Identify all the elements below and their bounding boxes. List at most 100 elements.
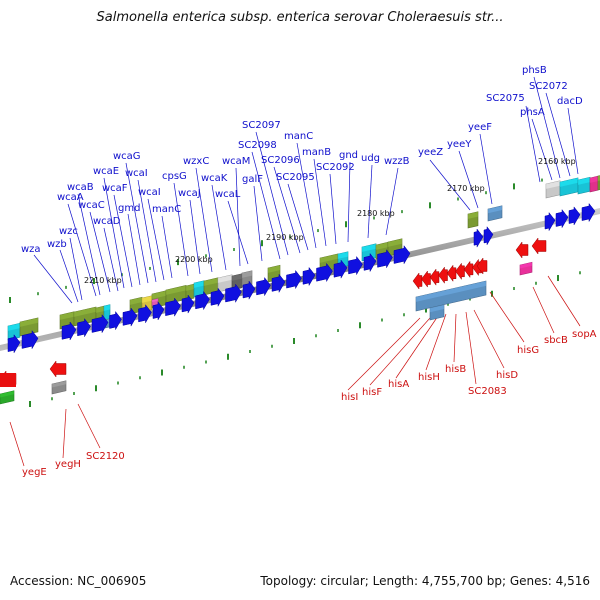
accession-text: Accession: NC_006905 [10, 574, 147, 588]
scale-label-2200: 2200 kbp [175, 255, 213, 264]
gene-label-wzzB[interactable]: wzzB [384, 156, 410, 167]
gene-label-wcaD[interactable]: wcaD [93, 216, 121, 227]
gene-label-SC2120[interactable]: SC2120 [86, 451, 125, 462]
gene-label-wcaI-1[interactable]: wcaI [125, 168, 148, 179]
cog-block-highlight [520, 262, 532, 269]
gene-label-hisF[interactable]: hisF [362, 387, 382, 398]
forward-label-line [59, 249, 79, 303]
forward-gene-arrow [152, 301, 165, 321]
scale-label-2170: 2170 kbp [447, 184, 485, 193]
gene-label-wzb[interactable]: wzb [47, 239, 67, 250]
gene-label-phsA[interactable]: phsA [520, 107, 545, 118]
gene-label-SC2096[interactable]: SC2096 [261, 155, 300, 166]
cog-block-highlight [204, 277, 218, 286]
gene-label-SC2097[interactable]: SC2097 [242, 120, 281, 131]
cog-block [487, 205, 503, 222]
gene-label-wcaI-2[interactable]: wcaI [138, 187, 161, 198]
gene-label-wcaK[interactable]: wcaK [201, 173, 228, 184]
gene-label-wcaJ[interactable]: wcaJ [178, 188, 201, 199]
gene-label-SC2095[interactable]: SC2095 [276, 172, 315, 183]
gene-label-hisG[interactable]: hisG [517, 345, 539, 356]
gene-label-manC-2[interactable]: manC [284, 131, 313, 142]
forward-gene-arrow [348, 255, 363, 276]
gene-label-hisB[interactable]: hisB [445, 364, 466, 375]
forward-label-line [147, 198, 165, 281]
gene-label-udg[interactable]: udg [361, 153, 380, 164]
gene-label-yegE[interactable]: yegE [22, 467, 47, 478]
cog-block [415, 280, 487, 312]
forward-gene-arrow [195, 290, 210, 311]
forward-label-line [458, 150, 479, 209]
reverse-label-line [77, 403, 101, 449]
forward-label-line [479, 133, 493, 205]
gene-label-sopA[interactable]: sopA [572, 329, 597, 340]
cog-block [103, 304, 111, 321]
reverse-gene-arrow [412, 272, 423, 290]
cog-block [51, 380, 67, 395]
gene-label-yeeF[interactable]: yeeF [468, 122, 492, 133]
gene-label-SC2092[interactable]: SC2092 [316, 162, 355, 173]
gene-label-hisD[interactable]: hisD [496, 370, 518, 381]
forward-gene-arrow [316, 262, 333, 283]
gene-label-gnd[interactable]: gnd [339, 150, 358, 161]
scale-labels: 2160 kbp 2170 kbp 2180 kbp 2190 kbp 2200… [84, 157, 576, 285]
forward-gene-arrow [225, 283, 242, 304]
gene-label-SC2075[interactable]: SC2075 [486, 93, 525, 104]
forward-gene-arrow [77, 317, 91, 338]
forward-label-line [296, 142, 317, 249]
gene-label-SC2098[interactable]: SC2098 [238, 140, 277, 151]
gene-label-gmd[interactable]: gmd [118, 203, 140, 214]
gene-label-sbcB[interactable]: sbcB [544, 335, 568, 346]
gene-label-hisH[interactable]: hisH [418, 372, 440, 383]
forward-gene-arrow [256, 276, 271, 297]
cog-block-highlight [104, 304, 110, 311]
forward-gene-arrow [21, 329, 39, 350]
gene-label-wcaG[interactable]: wcaG [113, 151, 141, 162]
gene-label-SC2072[interactable]: SC2072 [529, 81, 568, 92]
reverse-label-line [9, 421, 25, 467]
gene-label-wcaF[interactable]: wcaF [102, 183, 128, 194]
gene-label-wcaB[interactable]: wcaB [67, 182, 94, 193]
forward-label-line [89, 211, 111, 293]
gene-label-yeeY[interactable]: yeeY [447, 139, 472, 150]
gene-label-wzxC[interactable]: wzxC [183, 156, 209, 167]
forward-label-line [253, 185, 263, 262]
cog-block-highlight [488, 205, 502, 214]
gene-label-phsB[interactable]: phsB [522, 65, 547, 76]
gene-label-wcaE[interactable]: wcaE [93, 166, 119, 177]
cog-block [467, 211, 479, 229]
gene-label-manC-1[interactable]: manC [152, 204, 181, 215]
forward-label-line [103, 227, 119, 292]
reverse-label-line [425, 313, 447, 371]
gene-label-hisI[interactable]: hisI [341, 392, 358, 403]
gene-label-galF[interactable]: galF [242, 174, 263, 185]
gene-label-wza[interactable]: wza [21, 244, 41, 255]
cog-block-highlight [60, 311, 74, 320]
gene-label-manB[interactable]: manB [302, 147, 331, 158]
cog-block [545, 180, 561, 199]
forward-gene-arrow [393, 245, 411, 265]
forward-label-line [137, 179, 157, 283]
gene-label-wcaL[interactable]: wcaL [215, 189, 241, 200]
gene-label-SC2083[interactable]: SC2083 [468, 386, 507, 397]
cog-block-highlight [20, 317, 38, 327]
reverse-gene-arrow [421, 270, 431, 288]
gene-label-wcaC[interactable]: wcaC [78, 200, 105, 211]
reverse-gene-arrow [455, 262, 465, 281]
forward-label-line [33, 254, 73, 304]
gene-label-hisA[interactable]: hisA [388, 379, 409, 390]
gene-label-dacD[interactable]: dacD [557, 96, 583, 107]
forward-gene-arrow [568, 206, 581, 226]
gene-label-cpsG[interactable]: cpsG [162, 171, 187, 182]
gene-label-wcaM[interactable]: wcaM [222, 156, 250, 167]
gene-label-yegH[interactable]: yegH [55, 459, 81, 470]
genome-summary-text: Topology: circular; Length: 4,755,700 bp… [260, 574, 590, 588]
cog-block-highlight [560, 177, 578, 187]
gene-label-wcaA[interactable]: wcaA [57, 192, 84, 203]
gene-label-yeeZ[interactable]: yeeZ [418, 147, 443, 158]
cog-block-highlight [232, 273, 242, 281]
gene-label-wzc[interactable]: wzc [59, 226, 78, 237]
reverse-label-line [62, 408, 67, 459]
cog-block [559, 177, 579, 197]
cog-block-highlight [388, 238, 402, 247]
